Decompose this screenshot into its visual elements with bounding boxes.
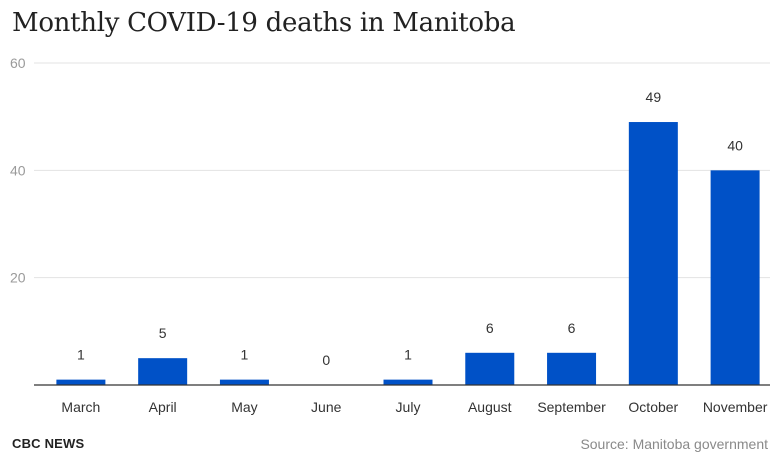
bar-chart: 20 40 60 1 5 1 0 1 6 6 49 40 March April May June July… xyxy=(10,55,770,415)
source-note: Source: Manitoba government xyxy=(580,436,768,452)
x-tick-label-march: March xyxy=(61,399,100,415)
data-label-june: 0 xyxy=(322,352,330,368)
x-tick-label-september: September xyxy=(537,399,606,415)
data-label-march: 1 xyxy=(77,347,85,363)
y-tick-label-40: 40 xyxy=(10,162,26,178)
y-tick-label-60: 60 xyxy=(10,55,26,71)
y-tick-label-20: 20 xyxy=(10,270,26,286)
bar-april xyxy=(138,358,188,385)
chart-title: Monthly COVID-19 deaths in Manitoba xyxy=(12,8,516,38)
data-label-september: 6 xyxy=(568,320,576,336)
x-tick-label-april: April xyxy=(149,399,177,415)
data-label-august: 6 xyxy=(486,320,494,336)
data-label-may: 1 xyxy=(241,347,249,363)
data-labels: 1 5 1 0 1 6 6 49 40 xyxy=(77,89,743,368)
bar-september xyxy=(547,352,597,385)
data-label-july: 1 xyxy=(404,347,412,363)
bar-august xyxy=(465,352,515,385)
x-tick-label-november: November xyxy=(703,399,768,415)
data-label-april: 5 xyxy=(159,325,167,341)
data-label-october: 49 xyxy=(646,89,662,105)
bar-may xyxy=(219,379,269,385)
x-tick-label-october: October xyxy=(628,399,678,415)
brand-logo-text: CBC NEWS xyxy=(12,436,85,451)
x-tick-label-august: August xyxy=(468,399,512,415)
x-axis: March April May June July August September Octo… xyxy=(34,384,770,415)
bar-march xyxy=(56,379,106,385)
bar-july xyxy=(383,379,433,385)
x-tick-label-july: July xyxy=(396,399,421,415)
bar-november xyxy=(710,170,760,385)
data-label-november: 40 xyxy=(727,137,743,153)
x-tick-label-may: May xyxy=(231,399,257,415)
bars xyxy=(56,122,760,386)
bar-october xyxy=(628,122,678,386)
x-tick-label-june: June xyxy=(311,399,342,415)
